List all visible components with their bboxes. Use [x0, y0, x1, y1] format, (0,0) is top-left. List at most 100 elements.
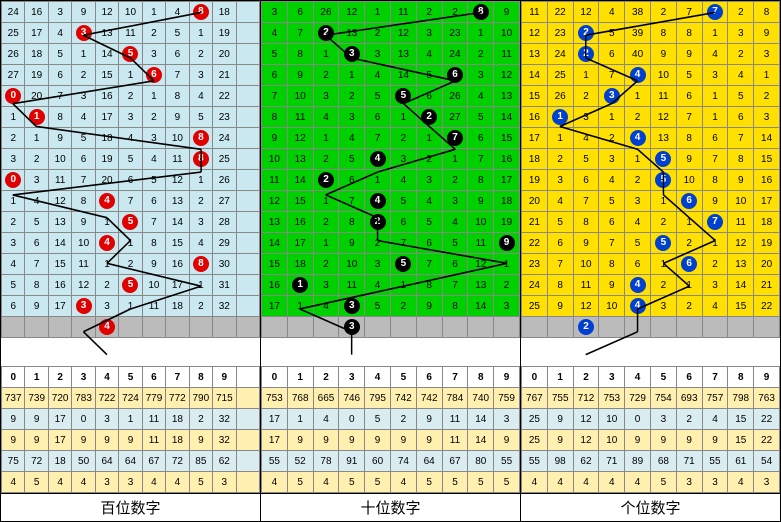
cell: 16: [262, 275, 288, 296]
stat-cell: 74: [390, 451, 416, 472]
cell: 15: [728, 296, 754, 317]
cell: 17: [262, 296, 288, 317]
cell: 10: [166, 128, 189, 149]
cell: 1: [416, 128, 442, 149]
cell: 1: [365, 2, 391, 23]
cell: 22: [754, 296, 780, 317]
col-header: 0: [262, 367, 288, 388]
cell: 4: [625, 128, 651, 149]
stat-cell: 5: [416, 472, 442, 493]
cell: 14: [166, 212, 189, 233]
marker-ball: 7: [707, 4, 723, 20]
cell: 1: [119, 65, 142, 86]
cell: 4: [72, 107, 95, 128]
panel-百位数字: 2416391210148182517431311251192618511453…: [1, 1, 261, 521]
cell: 3: [72, 23, 95, 44]
cell: 8: [468, 170, 494, 191]
cell: 2: [599, 128, 625, 149]
cell: 4: [625, 275, 651, 296]
stat-cell: 4: [2, 472, 25, 493]
cell: 7: [166, 65, 189, 86]
cell: 5: [25, 212, 48, 233]
stat-cell: 17: [48, 430, 71, 451]
cell: 17: [494, 170, 520, 191]
marker-ball: 9: [499, 235, 515, 251]
stat-cell: 64: [95, 451, 118, 472]
cell: 2: [416, 149, 442, 170]
marker-ball: 2: [578, 25, 594, 41]
stat-cell: 9: [2, 430, 25, 451]
cell: 16: [25, 2, 48, 23]
col-header: 8: [189, 367, 212, 388]
cell: 2: [650, 212, 676, 233]
cell: 11: [390, 2, 416, 23]
cell: 5: [48, 44, 71, 65]
marker-ball: 0: [5, 88, 21, 104]
cell: 6: [142, 65, 165, 86]
cell: 6: [365, 107, 391, 128]
cell: [287, 317, 313, 338]
marker-ball: 2: [318, 172, 334, 188]
cell: 9: [339, 233, 365, 254]
cell: 22: [522, 233, 548, 254]
col-header: [236, 367, 259, 388]
stat-cell: 763: [754, 388, 780, 409]
cell: 19: [25, 65, 48, 86]
stat-cell: 67: [142, 451, 165, 472]
cell: 13: [48, 212, 71, 233]
cell: 26: [442, 86, 468, 107]
cell: 5: [119, 275, 142, 296]
cell: [625, 317, 651, 338]
cell: 2: [416, 2, 442, 23]
marker-ball: 3: [76, 25, 92, 41]
cell: 4: [547, 191, 573, 212]
cell: 1: [287, 296, 313, 317]
cell: 1: [702, 86, 728, 107]
cell: [236, 44, 259, 65]
stat-cell: 10: [599, 430, 625, 451]
stat-cell: 3: [754, 472, 780, 493]
stat-cell: 64: [416, 451, 442, 472]
cell: 7: [702, 2, 728, 23]
cell: 6: [468, 128, 494, 149]
cell: 1: [702, 23, 728, 44]
cell: 21: [522, 212, 548, 233]
cell: [72, 317, 95, 338]
cell: 13: [95, 23, 118, 44]
cell: 2: [676, 233, 702, 254]
cell: 2: [365, 212, 391, 233]
cell: 8: [189, 2, 212, 23]
marker-ball: 7: [447, 130, 463, 146]
cell: 8: [339, 212, 365, 233]
stat-cell: 729: [625, 388, 651, 409]
col-header: 3: [599, 367, 625, 388]
cell: 3: [468, 65, 494, 86]
cell: 14: [95, 44, 118, 65]
cell: 2: [313, 23, 339, 44]
cell: 16: [494, 149, 520, 170]
cell: 13: [468, 275, 494, 296]
cell: 2: [728, 2, 754, 23]
cell: [236, 317, 259, 338]
cell: 1: [390, 275, 416, 296]
stat-cell: 75: [2, 451, 25, 472]
cell: 1: [313, 233, 339, 254]
marker-ball: 3: [344, 46, 360, 62]
cell: 10: [339, 254, 365, 275]
cell: 11: [339, 275, 365, 296]
cell: 2: [313, 212, 339, 233]
marker-ball: 4: [370, 193, 386, 209]
stat-cell: 790: [189, 388, 212, 409]
stat-cell: 3: [676, 472, 702, 493]
stat-cell: 78: [313, 451, 339, 472]
cell: 9: [262, 128, 288, 149]
stat-cell: 4: [573, 472, 599, 493]
cell: 16: [754, 170, 780, 191]
stat-cell: 72: [25, 451, 48, 472]
cell: 38: [625, 2, 651, 23]
cell: 14: [728, 275, 754, 296]
stat-cell: 18: [166, 430, 189, 451]
cell: 7: [442, 275, 468, 296]
cell: 1: [313, 44, 339, 65]
stat-cell: 5: [287, 472, 313, 493]
